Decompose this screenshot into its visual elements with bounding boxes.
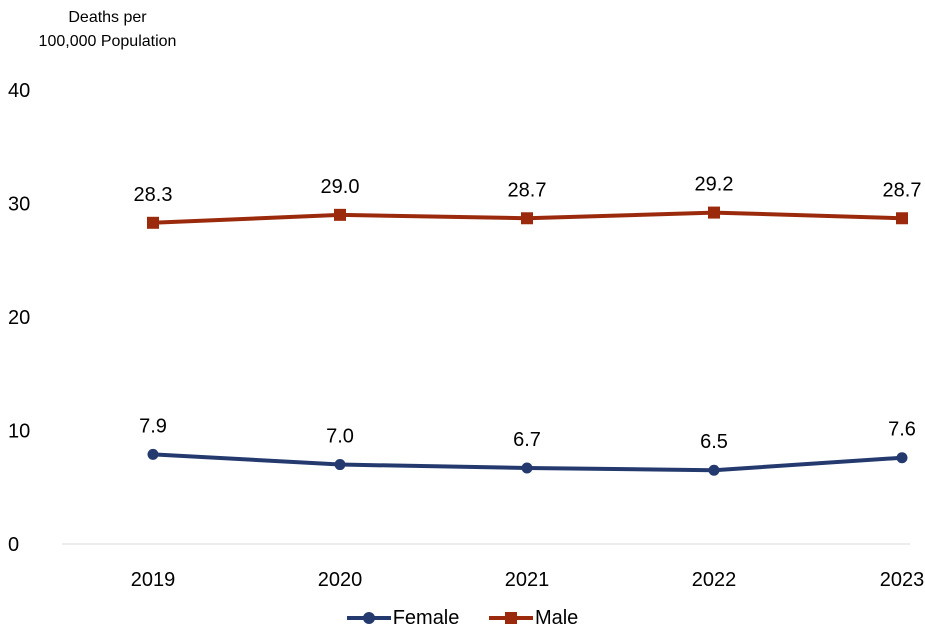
x-tick-label: 2022 [692,569,737,591]
data-point-male [521,212,533,225]
legend-item-female: Female [346,604,460,632]
data-point-female [521,462,533,474]
data-point-male [708,206,720,219]
y-tick-label: 40 [8,80,30,102]
x-tick-label: 2023 [880,569,925,591]
data-label-female: 6.5 [700,431,728,453]
data-label-male: 28.3 [134,184,173,206]
x-tick-label: 2019 [131,569,176,591]
x-tick-label: 2020 [318,569,363,591]
data-label-male: 28.7 [883,179,922,201]
data-point-female [147,448,159,460]
x-tick-label: 2021 [505,569,550,591]
data-point-male [896,212,908,225]
y-axis-title-line-1: Deaths per [68,9,147,26]
y-tick-label: 30 [8,194,30,216]
data-point-male [334,208,346,221]
data-label-male: 29.2 [695,174,734,196]
y-tick-label: 10 [8,421,30,443]
line-chart: 0 10 20 30 40 2019 2020 2021 2022 2023 7.9 7.0 6.7 6.… [8,80,925,591]
data-label-female: 7.0 [326,426,354,448]
legend-item-male: Male [488,604,579,632]
legend-label-female: Female [392,607,460,629]
y-tick-label: 0 [8,534,19,556]
data-label-male: 28.7 [508,179,547,201]
data-label-male: 29.0 [321,176,360,198]
y-tick-label: 20 [8,307,30,329]
data-point-male [147,216,159,229]
y-axis-title-line-2: 100,000 Population [38,33,177,50]
legend-label-male: Male [534,607,579,629]
data-label-female: 7.9 [139,415,167,437]
data-label-female: 7.6 [888,419,916,441]
legend-swatch-male [488,612,533,624]
legend-swatch-female [346,612,391,624]
legend: Female Male [0,604,925,634]
data-point-female [896,452,908,464]
data-point-female [708,464,720,476]
y-axis-title: Deaths per 100,000 Population [0,6,215,54]
data-label-female: 6.7 [513,429,541,451]
data-point-female [334,459,346,471]
